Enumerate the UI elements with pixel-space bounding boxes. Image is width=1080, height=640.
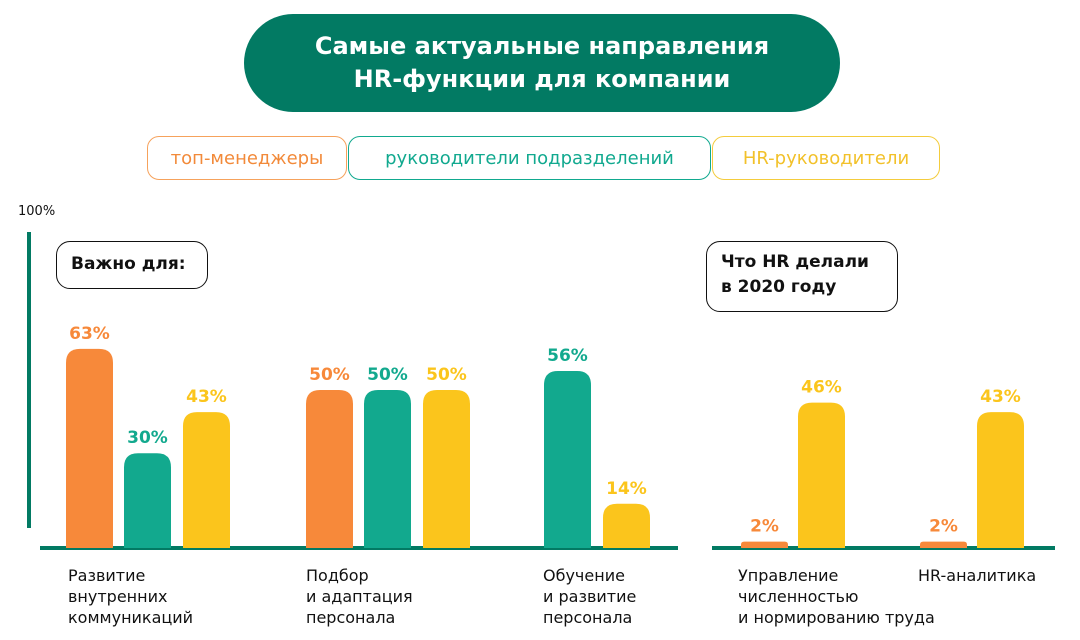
note-2020-line-1: Что HR делали <box>721 252 869 272</box>
category-label-internal-communications: Развитие внутренних коммуникаций <box>68 565 193 628</box>
category-label-line: внутренних <box>68 587 168 606</box>
title-line-1: Самые актуальные направления <box>314 32 770 60</box>
note-hr-2020: Что HR делали в 2020 году <box>706 241 898 312</box>
data-label-department-heads: 56% <box>547 346 588 366</box>
category-label-line: Подбор <box>306 566 369 585</box>
category-label-line: и адаптация <box>306 587 413 606</box>
category-label-recruitment: Подбор и адаптация персонала <box>306 565 413 628</box>
category-label-line: персонала <box>543 608 633 627</box>
category-label-line: Развитие <box>68 566 146 585</box>
legend-item-top-managers: топ-менеджеры <box>147 136 347 180</box>
bar-top-managers <box>920 541 967 548</box>
category-label-line: коммуникаций <box>68 608 194 627</box>
bar-hr-heads <box>423 390 470 548</box>
bar-top-managers <box>66 348 113 548</box>
bar-hr-heads <box>603 503 650 548</box>
category-label-line: численностью <box>738 587 859 606</box>
data-label-hr-heads: 46% <box>801 378 842 398</box>
bar-hr-heads <box>183 412 230 548</box>
bar-top-managers <box>306 390 353 548</box>
data-label-top-managers: 2% <box>929 517 958 537</box>
category-label-line: персонала <box>306 608 396 627</box>
bar-department-heads <box>364 390 411 548</box>
data-label-hr-heads: 50% <box>426 365 467 385</box>
category-label-hr-analytics: HR-аналитика <box>918 565 1036 586</box>
data-label-hr-heads: 43% <box>186 387 227 407</box>
category-label-line: HR-аналитика <box>918 566 1037 585</box>
bar-department-heads <box>544 371 591 548</box>
note-2020-line-2: в 2020 году <box>721 277 837 297</box>
data-label-top-managers: 50% <box>309 365 350 385</box>
data-label-department-heads: 50% <box>367 365 408 385</box>
title-banner: Самые актуальные направления HR-функции … <box>244 14 840 112</box>
bar-hr-heads <box>798 402 845 548</box>
data-label-top-managers: 2% <box>750 517 779 537</box>
category-label-training: Обучение и развитие персонала <box>543 565 636 628</box>
bar-top-managers <box>741 541 788 548</box>
category-label-headcount: Управление численностью и нормированию т… <box>738 565 935 628</box>
legend-item-department-heads: руководители подразделений <box>348 136 711 180</box>
bar-hr-heads <box>977 412 1024 548</box>
data-label-hr-heads: 14% <box>606 479 647 499</box>
note-important-for: Важно для: <box>56 241 208 289</box>
data-label-hr-heads: 43% <box>980 387 1021 407</box>
y-axis-max-label: 100% <box>18 204 56 219</box>
title-line-2: HR-функции для компании <box>353 65 731 93</box>
legend-item-hr-heads: HR-руководители <box>712 136 940 180</box>
bar-department-heads <box>124 453 171 548</box>
category-label-line: и нормированию труда <box>738 608 935 627</box>
category-label-line: и развитие <box>543 587 637 606</box>
category-label-line: Обучение <box>543 566 625 585</box>
category-label-line: Управление <box>738 566 839 585</box>
data-label-top-managers: 63% <box>69 324 110 344</box>
data-label-department-heads: 30% <box>127 428 168 448</box>
